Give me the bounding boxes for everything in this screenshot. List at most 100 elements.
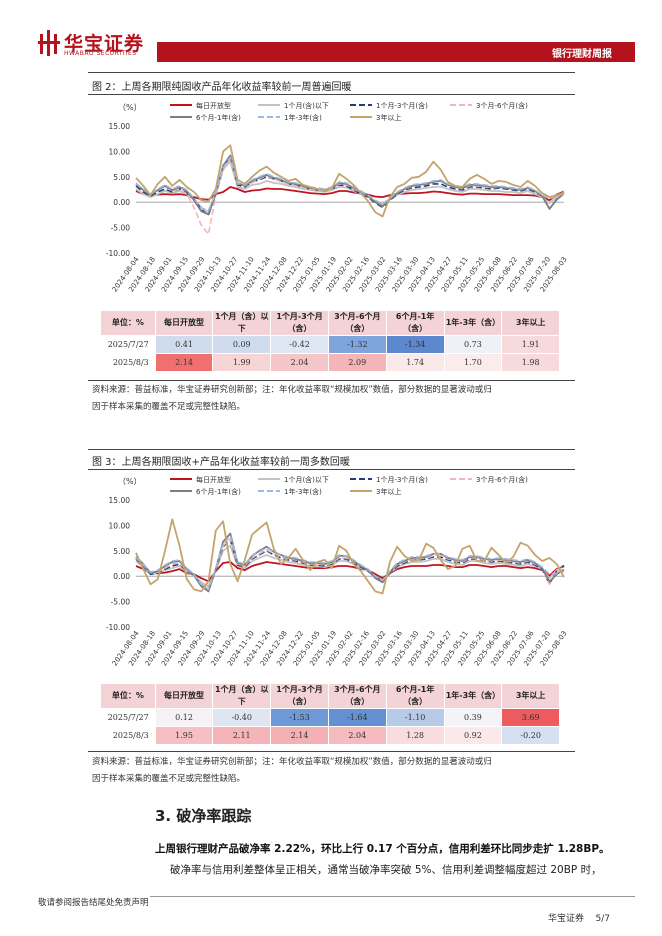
series-line-3年以上 <box>135 518 565 595</box>
section3-title: 3. 破净率跟踪 <box>155 807 252 825</box>
figure2-source-line1: 资料来源：普益标准，华宝证券研究创新部；注：年化收益率取“规模加权”数值，部分数… <box>92 385 492 395</box>
figure2-caption-rule <box>88 94 575 95</box>
y-tick-label: -10.00 <box>106 623 130 632</box>
series-line-6个月-1年(含) <box>135 154 565 216</box>
table-cell: -0.40 <box>212 708 272 727</box>
table-column-header: 3个月-6个月（含） <box>327 683 387 709</box>
table-column-header: 3个月-6个月（含） <box>327 310 387 336</box>
logo-chinese: 华宝证券 <box>64 33 145 55</box>
page-number: 5/7 <box>595 914 610 924</box>
table-column-header: 1年-3年（含） <box>443 683 503 709</box>
y-tick-label: 10.00 <box>109 521 131 530</box>
section3-bold-paragraph: 上周银行理财产品破净率 2.22%，环比上行 0.17 个百分点，信用利差环比同… <box>155 843 610 855</box>
series-line-1个月-3个月(含) <box>135 155 565 217</box>
footer-rule <box>150 896 635 897</box>
table-row: 2025/8/3 2.14 1.99 2.04 2.09 1.74 1.70 1.98 <box>100 353 560 372</box>
table-cell: 0.09 <box>212 335 272 354</box>
table-column-header: 每日开放型 <box>154 683 214 709</box>
legend-label: 6个月-1年(含) <box>196 487 241 496</box>
legend-label: 1个月-3个月(含) <box>376 101 428 110</box>
table-cell: 2.09 <box>327 353 387 372</box>
figure2-chart: （%） 每日开放型 1个月(含)以下 1个月-3个月(含) 3个月-6个月(含) 6个月-… <box>106 101 569 293</box>
series-line-1年-3年(含) <box>135 534 565 591</box>
figure2-source-line2: 因于样本采集的覆盖不足或完整性缺陷。 <box>92 402 246 412</box>
table-column-header: 6个月-1年（含） <box>385 683 445 709</box>
table-cell: 0.12 <box>154 708 214 727</box>
legend-label: 1年-3年(含) <box>284 113 322 122</box>
table-cell: -1.10 <box>385 708 445 727</box>
y-unit-label: （%） <box>118 477 142 486</box>
table-cell: 1.70 <box>443 353 503 372</box>
footer-page: 华宝证券 5/7 <box>548 911 610 924</box>
table-column-header: 每日开放型 <box>154 310 214 336</box>
y-unit-label: （%） <box>118 103 142 112</box>
table-cell: 2.14 <box>154 353 214 372</box>
y-tick-label: -5.00 <box>111 224 131 233</box>
table-cell: 1.91 <box>501 335 560 354</box>
y-tick-label: 10.00 <box>109 147 131 156</box>
legend-label: 3个月-6个月(含) <box>476 475 528 484</box>
table-column-header: 3年以上 <box>501 310 560 336</box>
table-cell: 1.28 <box>385 726 445 745</box>
table-row: 2025/8/3 1.95 2.11 2.14 2.04 1.28 0.92 -0.20 <box>100 726 560 745</box>
footer-brand: 华宝证券 <box>548 914 585 924</box>
table-date-cell: 2025/7/27 <box>100 335 156 354</box>
table-cell: -1.32 <box>327 335 387 354</box>
legend-label: 1个月(含)以下 <box>284 475 329 484</box>
legend-label: 1个月(含)以下 <box>284 101 329 110</box>
table-cell: 2.14 <box>270 726 329 745</box>
series-line-1年-3年(含) <box>135 156 565 212</box>
section3-paragraph: 破净率与信用利差整体呈正相关，通常当破净率突破 5%、信用利差调整幅度超过 20… <box>170 864 602 876</box>
figure3-table: 单位：% 每日开放型 1个月（含）以下 1个月-3个月（含） 3个月-6个月（含） 6个月… <box>100 683 560 745</box>
y-tick-label: 0.00 <box>113 572 130 581</box>
table-cell: -1.53 <box>270 708 329 727</box>
table-date-cell: 2025/7/27 <box>100 708 156 727</box>
table-cell: -0.20 <box>501 726 560 745</box>
table-row: 2025/7/27 0.12 -0.40 -1.53 -1.64 -1.10 0.39 3.6… <box>100 708 560 727</box>
legend-label: 每日开放型 <box>196 475 231 484</box>
table-column-header: 1个月（含）以下 <box>212 683 272 709</box>
y-tick-label: 15.00 <box>109 496 131 505</box>
table-cell: -1.34 <box>385 335 445 354</box>
footer-disclaimer: 敬请参阅报告结尾处免责声明 <box>38 898 149 908</box>
y-tick-label: 5.00 <box>113 173 130 182</box>
legend-label: 3个月-6个月(含) <box>476 101 528 110</box>
table-column-header: 6个月-1年（含） <box>385 310 445 336</box>
table-cell: -0.42 <box>270 335 329 354</box>
figure3-top-rule <box>88 449 575 450</box>
logo-english: HWABAO SECURITIES <box>64 50 137 57</box>
series-line-1个月(含)以下 <box>135 160 565 214</box>
table-unit-header: 单位：% <box>100 310 156 336</box>
figure3-caption-rule <box>88 469 575 470</box>
figure2-bottom-rule <box>88 380 575 381</box>
y-tick-label: 5.00 <box>113 547 130 556</box>
figure3-caption: 图 3：上周各期限固收+产品年化收益率较前一周多数回暖 <box>92 457 350 468</box>
figure2-top-rule <box>88 72 575 73</box>
table-unit-header: 单位：% <box>100 683 156 709</box>
table-cell: 1.74 <box>385 353 445 372</box>
legend-label: 3年以上 <box>376 487 401 496</box>
table-cell: 0.73 <box>443 335 503 354</box>
series-line-1个月-3个月(含) <box>135 538 565 590</box>
header-bar <box>157 42 635 62</box>
table-date-cell: 2025/8/3 <box>100 353 156 372</box>
table-cell: 0.39 <box>443 708 503 727</box>
table-cell: 3.69 <box>501 708 560 727</box>
series-line-每日开放型 <box>135 561 565 583</box>
table-cell: 2.04 <box>270 353 329 372</box>
figure3-source-line2: 因于样本采集的覆盖不足或完整性缺陷。 <box>92 774 246 784</box>
y-tick-label: 15.00 <box>109 122 131 131</box>
series-line-3个月-6个月(含) <box>135 158 565 235</box>
report-type-label: 银行理财周报 <box>552 49 612 60</box>
series-line-3个月-6个月(含) <box>135 537 565 590</box>
series-line-1个月(含)以下 <box>135 544 565 588</box>
table-cell: -1.64 <box>327 708 387 727</box>
y-tick-label: -10.00 <box>106 249 130 258</box>
table-date-cell: 2025/8/3 <box>100 726 156 745</box>
series-line-3年以上 <box>135 144 565 218</box>
table-column-header: 1个月-3个月（含） <box>270 310 329 336</box>
table-cell: 1.99 <box>212 353 272 372</box>
figure3-source-line1: 资料来源：普益标准，华宝证券研究创新部；注：年化收益率取“规模加权”数值，部分数… <box>92 757 492 767</box>
table-column-header: 3年以上 <box>501 683 560 709</box>
table-column-header: 1个月-3个月（含） <box>270 683 329 709</box>
